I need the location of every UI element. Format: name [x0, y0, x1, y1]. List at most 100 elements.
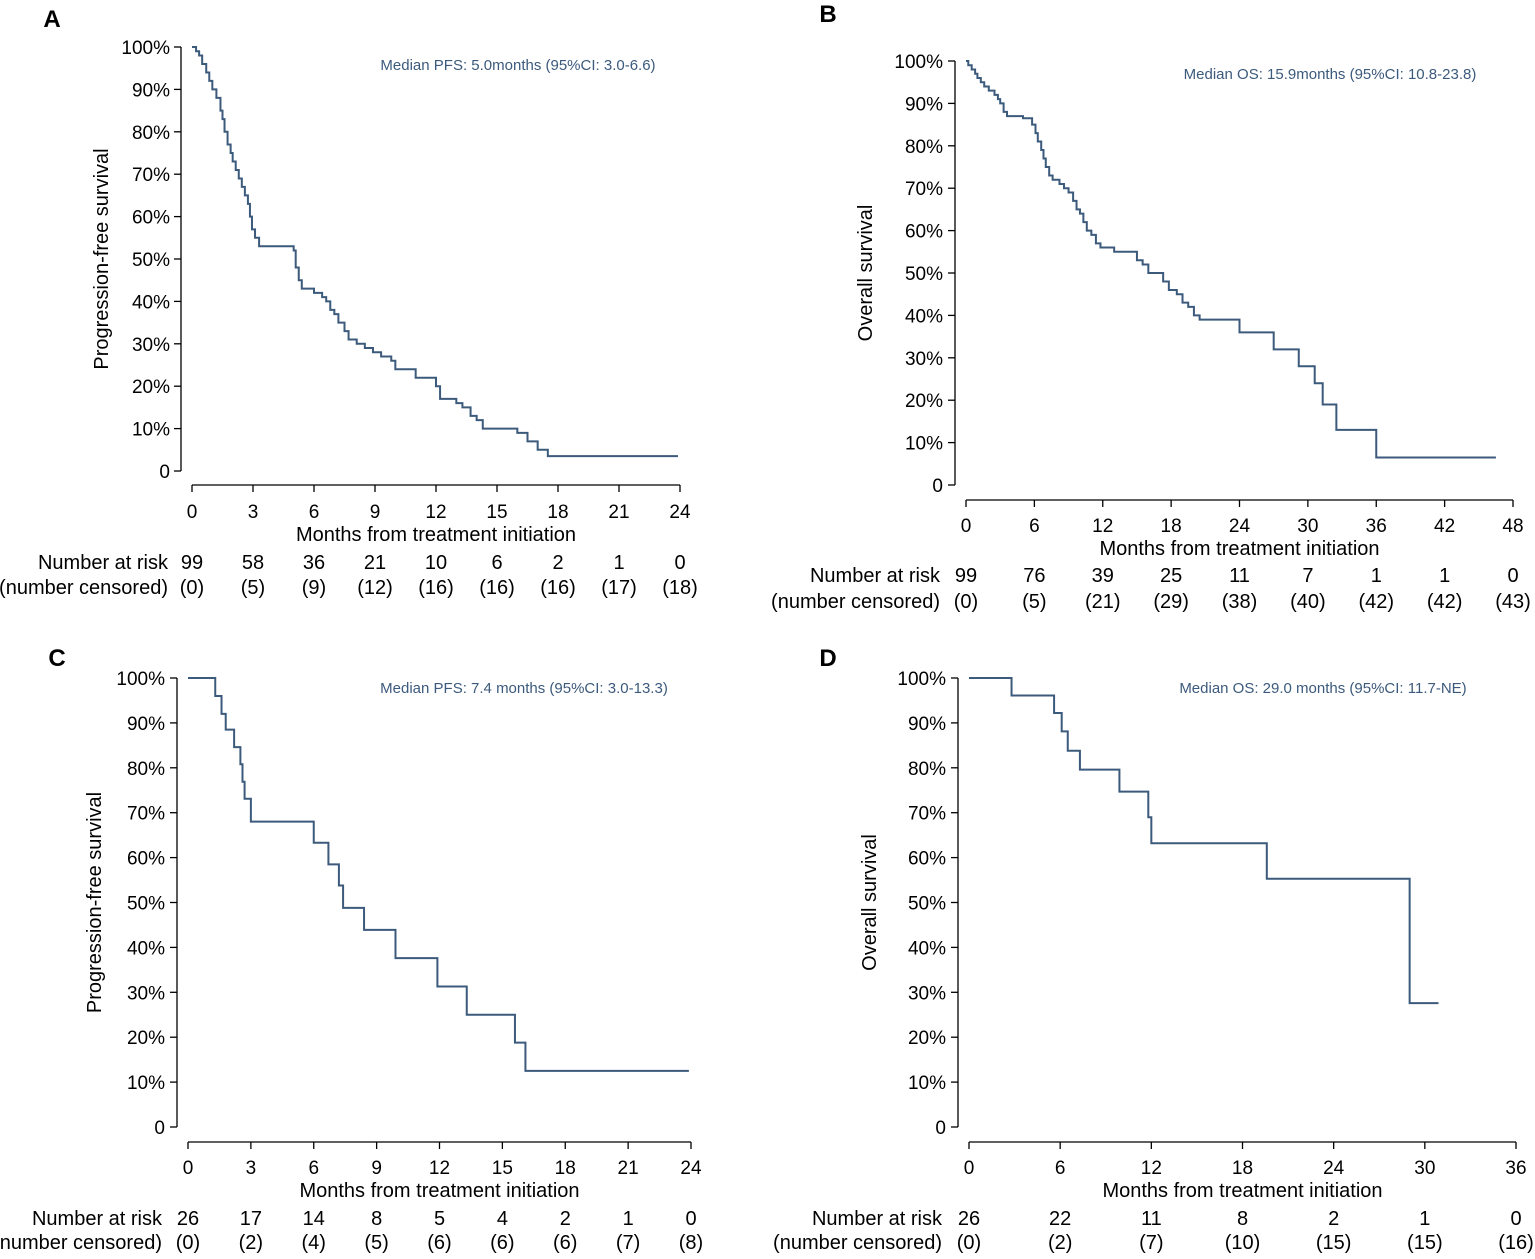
- at-risk-value: 8: [371, 1208, 382, 1230]
- x-tick-label: 6: [309, 502, 320, 523]
- censored-value: (17): [601, 577, 637, 599]
- censored-value: (0): [957, 1232, 981, 1254]
- at-risk-value: 99: [181, 552, 203, 574]
- at-risk-value: 17: [240, 1208, 262, 1230]
- y-axis-title: Progression-free survival: [91, 148, 113, 369]
- x-tick-label: 0: [961, 516, 972, 537]
- at-risk-value: 39: [1092, 565, 1114, 587]
- x-tick-label: 9: [371, 1158, 382, 1179]
- at-risk-value: 99: [955, 565, 977, 587]
- y-tick-label: 80%: [908, 759, 946, 780]
- y-tick-label: 90%: [908, 714, 946, 735]
- x-tick-label: 6: [308, 1158, 319, 1179]
- censored-header: (number censored): [0, 1232, 162, 1254]
- censored-value: (5): [241, 577, 265, 599]
- x-axis-title: Months from treatment initiation: [1099, 538, 1379, 560]
- x-tick-label: 48: [1502, 516, 1523, 537]
- censored-value: (5): [1022, 591, 1046, 613]
- y-tick-label: 0: [159, 462, 170, 483]
- x-tick-label: 0: [183, 1158, 194, 1179]
- y-tick-label: 10%: [905, 434, 943, 455]
- x-tick-label: 9: [370, 502, 381, 523]
- x-tick-label: 6: [1055, 1158, 1066, 1179]
- at-risk-value: 1: [623, 1208, 634, 1230]
- at-risk-value: 4: [497, 1208, 508, 1230]
- y-tick-label: 20%: [127, 1028, 165, 1049]
- y-tick-label: 30%: [908, 983, 946, 1004]
- censored-value: (9): [302, 577, 326, 599]
- censored-value: (16): [540, 577, 576, 599]
- y-tick-label: 0: [935, 1118, 946, 1139]
- censored-value: (16): [1498, 1232, 1534, 1254]
- censored-value: (42): [1427, 591, 1463, 613]
- y-tick-label: 40%: [132, 292, 170, 313]
- at-risk-value: 0: [674, 552, 685, 574]
- x-tick-label: 12: [1092, 516, 1113, 537]
- risk-header: Number at risk: [32, 1208, 163, 1230]
- y-tick-label: 100%: [897, 669, 946, 690]
- censored-value: (40): [1290, 591, 1326, 613]
- panel-letter: B: [819, 1, 836, 28]
- panel-letter: C: [48, 645, 65, 672]
- censored-value: (2): [239, 1232, 263, 1254]
- censored-value: (16): [479, 577, 515, 599]
- median-annotation: Median OS: 29.0 months (95%CI: 11.7-NE): [1179, 680, 1466, 697]
- x-tick-label: 21: [608, 502, 629, 523]
- median-annotation: Median PFS: 7.4 months (95%CI: 3.0-13.3): [380, 680, 668, 697]
- censored-value: (6): [427, 1232, 451, 1254]
- risk-header: Number at risk: [812, 1208, 943, 1230]
- x-tick-label: 42: [1434, 516, 1455, 537]
- x-tick-label: 30: [1297, 516, 1318, 537]
- y-tick-label: 40%: [905, 306, 943, 327]
- x-tick-label: 36: [1366, 516, 1387, 537]
- y-tick-label: 10%: [127, 1073, 165, 1094]
- x-tick-label: 18: [555, 1158, 576, 1179]
- censored-value: (29): [1153, 591, 1189, 613]
- censored-value: (16): [418, 577, 454, 599]
- y-tick-label: 60%: [127, 849, 165, 870]
- censored-value: (6): [553, 1232, 577, 1254]
- y-tick-label: 60%: [132, 208, 170, 229]
- at-risk-value: 10: [425, 552, 447, 574]
- y-tick-label: 90%: [905, 94, 943, 115]
- x-tick-label: 12: [429, 1158, 450, 1179]
- x-tick-label: 15: [486, 502, 507, 523]
- x-tick-label: 3: [248, 502, 259, 523]
- censored-value: (10): [1225, 1232, 1261, 1254]
- censored-value: (8): [679, 1232, 703, 1254]
- censored-value: (6): [490, 1232, 514, 1254]
- at-risk-value: 1: [1419, 1208, 1430, 1230]
- x-tick-label: 18: [1161, 516, 1182, 537]
- censored-header: (number censored): [773, 1232, 942, 1254]
- at-risk-value: 1: [613, 552, 624, 574]
- at-risk-value: 2: [552, 552, 563, 574]
- median-annotation: Median OS: 15.9months (95%CI: 10.8-23.8): [1184, 66, 1477, 83]
- survival-curve: [966, 60, 1496, 459]
- x-tick-label: 0: [187, 502, 198, 523]
- x-axis-title: Months from treatment initiation: [299, 1180, 579, 1202]
- at-risk-value: 14: [303, 1208, 325, 1230]
- y-tick-label: 80%: [127, 759, 165, 780]
- survival-curve: [192, 46, 678, 458]
- at-risk-value: 7: [1302, 565, 1313, 587]
- y-tick-label: 50%: [908, 894, 946, 915]
- censored-value: (12): [357, 577, 393, 599]
- y-tick-label: 30%: [127, 983, 165, 1004]
- x-tick-label: 6: [1029, 516, 1040, 537]
- x-tick-label: 24: [669, 502, 691, 523]
- y-tick-label: 100%: [894, 52, 943, 73]
- at-risk-value: 6: [491, 552, 502, 574]
- y-tick-label: 60%: [908, 849, 946, 870]
- y-axis-title: Overall survival: [859, 834, 881, 971]
- at-risk-value: 1: [1371, 565, 1382, 587]
- censored-value: (43): [1495, 591, 1531, 613]
- y-tick-label: 0: [932, 476, 943, 497]
- at-risk-value: 76: [1023, 565, 1045, 587]
- censored-header: (number censored): [771, 591, 940, 613]
- x-axis-title: Months from treatment initiation: [296, 524, 576, 546]
- at-risk-value: 26: [958, 1208, 980, 1230]
- y-tick-label: 70%: [127, 804, 165, 825]
